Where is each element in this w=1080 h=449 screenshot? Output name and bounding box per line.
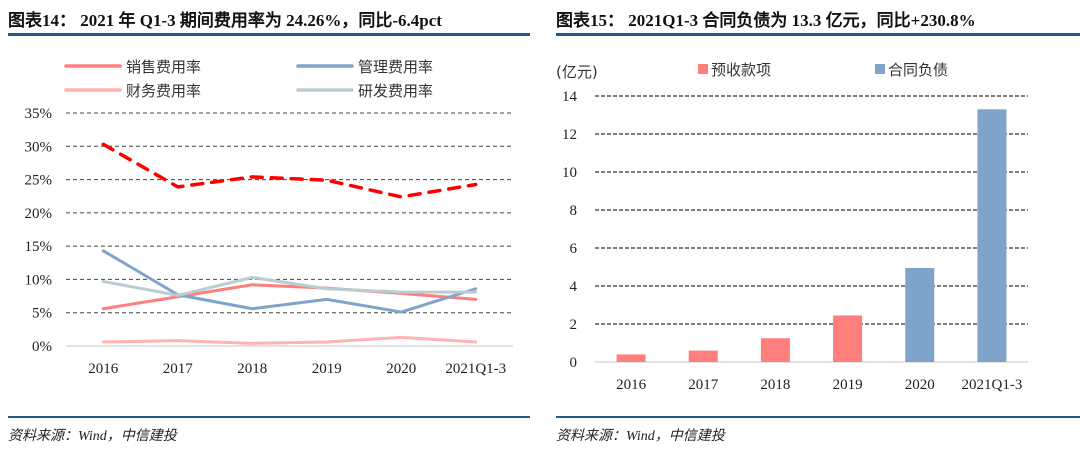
footer-divider	[8, 416, 530, 418]
y-tick-label: 0%	[32, 339, 52, 355]
footer-divider	[556, 416, 1080, 418]
title-divider	[556, 33, 1080, 36]
legend-label: 管理费用率	[358, 58, 433, 76]
source-note: 资料来源：Wind，中信建投	[8, 429, 177, 444]
x-tick-label: 2019	[312, 361, 342, 377]
x-axis-ticks: 2016 2017 2018 2019 2020 2021Q1-3	[616, 377, 1022, 393]
y-tick-label: 25%	[25, 173, 53, 189]
legend-label: 研发费用率	[358, 82, 433, 100]
left-figure-panel: 图表14： 2021 年 Q1-3 期间费用率为 24.26%，同比-6.4pc…	[0, 0, 530, 449]
grid-lines	[66, 112, 513, 347]
bar	[833, 315, 863, 362]
bar	[688, 350, 718, 362]
y-axis-ticks: 0 2 4 6 8 10 12 14	[562, 89, 578, 371]
x-tick-label: 2021Q1-3	[962, 377, 1023, 393]
y-tick-label: 20%	[25, 206, 53, 222]
x-tick-label: 2017	[688, 377, 719, 393]
series-line	[101, 142, 478, 199]
legend-label: 财务费用率	[126, 82, 201, 100]
y-tick-label: 8	[570, 203, 578, 219]
x-tick-label: 2018	[760, 377, 790, 393]
y-tick-label: 10	[562, 165, 577, 181]
y-tick-label: 5%	[32, 306, 52, 322]
contract-liabilities-bar-chart: 0 2 4 6 8 10 12 14 2016 2017 2018 2019 2020 2021Q1-3…	[556, 61, 1028, 393]
x-tick-label: 2021Q1-3	[445, 361, 506, 377]
right-figure-panel: 图表15： 2021Q1-3 合同负债为 13.3 亿元，同比+230.8% 0…	[548, 0, 1080, 449]
figure-14-title: 图表14： 2021 年 Q1-3 期间费用率为 24.26%，同比-6.4pc…	[8, 11, 442, 30]
legend-label: 销售费用率	[126, 58, 201, 76]
bar	[616, 354, 646, 362]
grid-lines	[595, 95, 1028, 363]
y-tick-label: 4	[570, 279, 578, 295]
bar	[760, 338, 790, 362]
y-tick-label: 10%	[25, 272, 53, 288]
x-tick-label: 2018	[237, 361, 267, 377]
bar	[977, 109, 1007, 362]
source-note: 资料来源：Wind，中信建投	[556, 429, 725, 444]
y-axis-ticks: 0% 5% 10% 15% 20% 25% 30% 35%	[25, 106, 53, 355]
y-tick-label: 6	[570, 241, 578, 257]
x-tick-label: 2019	[833, 377, 863, 393]
y-tick-label: 35%	[25, 106, 53, 122]
x-tick-label: 2016	[616, 377, 647, 393]
y-tick-label: 14	[562, 89, 578, 105]
figure-15-title: 图表15： 2021Q1-3 合同负债为 13.3 亿元，同比+230.8%	[556, 11, 976, 30]
y-tick-label: 12	[562, 127, 577, 143]
series-line	[101, 283, 478, 311]
series-line	[101, 249, 478, 314]
x-tick-label: 2017	[163, 361, 194, 377]
line-series	[101, 142, 478, 345]
title-divider	[8, 33, 530, 36]
legend-label: 预收款项	[711, 61, 771, 79]
series-line	[101, 275, 478, 297]
legend-swatch	[875, 64, 885, 74]
x-tick-label: 2020	[386, 361, 416, 377]
chart-legend: (亿元) 预收款项 合同负债	[556, 61, 948, 81]
y-tick-label: 2	[570, 317, 578, 333]
bar	[905, 267, 935, 362]
y-tick-label: 30%	[25, 139, 53, 155]
unit-label: (亿元)	[556, 63, 598, 81]
y-tick-label: 0	[570, 355, 578, 371]
legend-label: 合同负债	[888, 61, 948, 79]
y-tick-label: 15%	[25, 239, 53, 255]
x-tick-label: 2020	[905, 377, 935, 393]
series-line	[101, 335, 478, 345]
x-axis-ticks: 2016 2017 2018 2019 2020 2021Q1-3	[88, 361, 506, 377]
bar-series	[616, 109, 1007, 362]
legend-swatch	[698, 64, 708, 74]
x-tick-label: 2016	[88, 361, 119, 377]
expense-ratio-line-chart: 0%5%10%15%20%25%30%35% 2016 2017 2018 2019 2…	[25, 58, 513, 377]
